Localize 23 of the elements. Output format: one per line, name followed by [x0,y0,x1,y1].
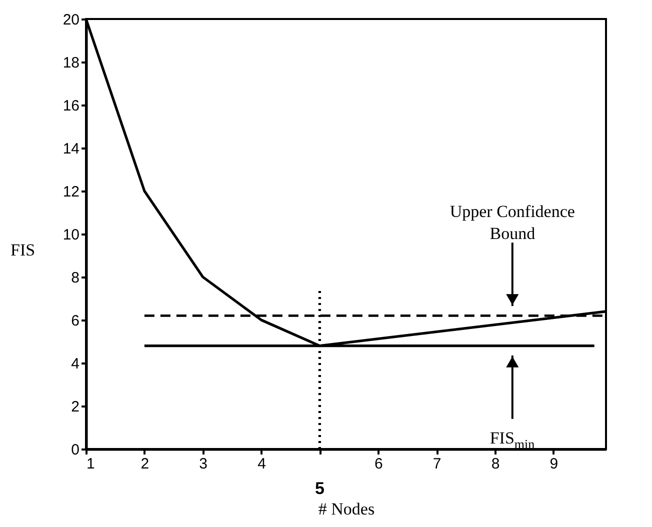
y-tick-label: 8 [71,270,80,286]
y-axis-title: FIS [10,240,36,260]
text: 5 [314,479,324,498]
x-tick-label: 4 [258,456,266,472]
y-tick-label: 10 [62,226,80,244]
y-tick-label: 6 [71,312,80,330]
x-tick-label: 2 [140,456,150,472]
y-tick-label: 18 [62,54,80,72]
y-tick-label: 20 [62,12,80,28]
x-tick-label: 9 [550,456,558,472]
x-tick-label: 8 [491,456,500,472]
x-tick-label: 1 [86,456,95,472]
y-tick-label: 4 [71,356,80,372]
y-tick-label: 12 [62,184,80,200]
y-tick-label: 14 [62,140,80,158]
x-tick-label: 6 [374,456,383,472]
y-tick-label: 2 [71,398,80,416]
y-tick-label: 16 [62,98,80,114]
x-tick-label: 3 [199,456,208,472]
y-tick-label: 0 [71,442,80,458]
x-tick-label: 7 [432,456,442,472]
x-axis-title: # Nodes [318,500,375,518]
annotation: Upper Confidence Bound [450,202,575,244]
